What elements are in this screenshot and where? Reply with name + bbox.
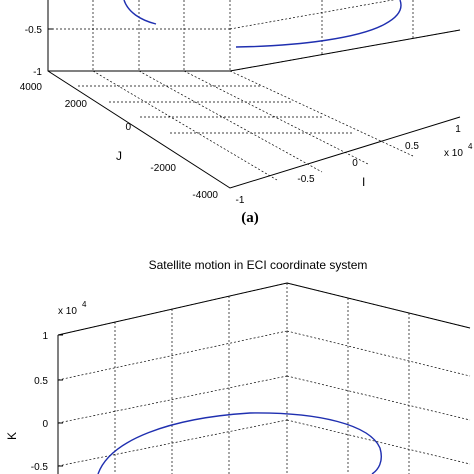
panel-a-z-tick: -0.5 [25, 25, 43, 36]
panel-a-plot: -1 -0.5 -4000 -2000 0 2000 4000 -1 -0.5 0 0.5 1 J I… [20, 0, 473, 206]
panel-b-z-tick: -0.5 [31, 462, 49, 473]
panel-a-z-tick: -1 [33, 67, 42, 78]
panel-a-y-tick: -2000 [150, 163, 176, 174]
panel-b-orbit [97, 412, 382, 474]
panel-a-xlabel: I [362, 175, 365, 189]
panel-b-box [57, 282, 471, 474]
panel-a-y-tick: -4000 [192, 190, 218, 201]
panel-a-x-multiplier-exp: 4 [468, 142, 473, 151]
panel-a-ylabel: J [116, 149, 122, 163]
panel-a-x-tick: 0 [352, 158, 358, 169]
panel-b-z-multiplier-exp: 4 [82, 300, 87, 309]
panel-b-title: Satellite motion in ECI coordinate syste… [149, 258, 368, 272]
panel-a-grid [48, 0, 461, 181]
panel-a-x-multiplier-text: x 10 [444, 148, 463, 159]
panel-a-label: (a) [241, 210, 259, 226]
panel-a-ticks: -1 -0.5 -4000 -2000 0 2000 4000 -1 -0.5 0 0.5 1 [20, 25, 461, 206]
panel-b-grid [57, 282, 471, 474]
panel-a-y-tick: 4000 [20, 82, 43, 93]
panel-a-y-tick: 2000 [65, 99, 88, 110]
panel-a-x-multiplier: x 10 4 [444, 142, 473, 159]
panel-b-z-multiplier: x 10 4 [58, 300, 87, 317]
panel-a-x-tick: 0.5 [405, 141, 419, 152]
panel-a-orbit-lower [235, 0, 402, 48]
panel-b-zlabel: K [5, 432, 19, 440]
panel-b-z-multiplier-text: x 10 [58, 306, 77, 317]
panel-a-y-tick: 0 [125, 122, 131, 133]
panel-b-z-tick: 1 [42, 331, 48, 342]
panel-a-x-tick: -1 [236, 195, 245, 206]
panel-b-z-tick: 0.5 [34, 376, 48, 387]
panel-a-x-tick: 1 [455, 124, 461, 135]
panel-a-orbit-upper [123, 0, 157, 25]
panel-b-ticks: 1 0.5 0 -0.5 [31, 331, 63, 473]
panel-a-box [47, 0, 461, 189]
panel-b-plot: 1 0.5 0 -0.5 x 10 4 K [5, 282, 471, 474]
panel-b-z-tick: 0 [42, 419, 48, 430]
panel-a-x-tick: -0.5 [297, 174, 315, 185]
